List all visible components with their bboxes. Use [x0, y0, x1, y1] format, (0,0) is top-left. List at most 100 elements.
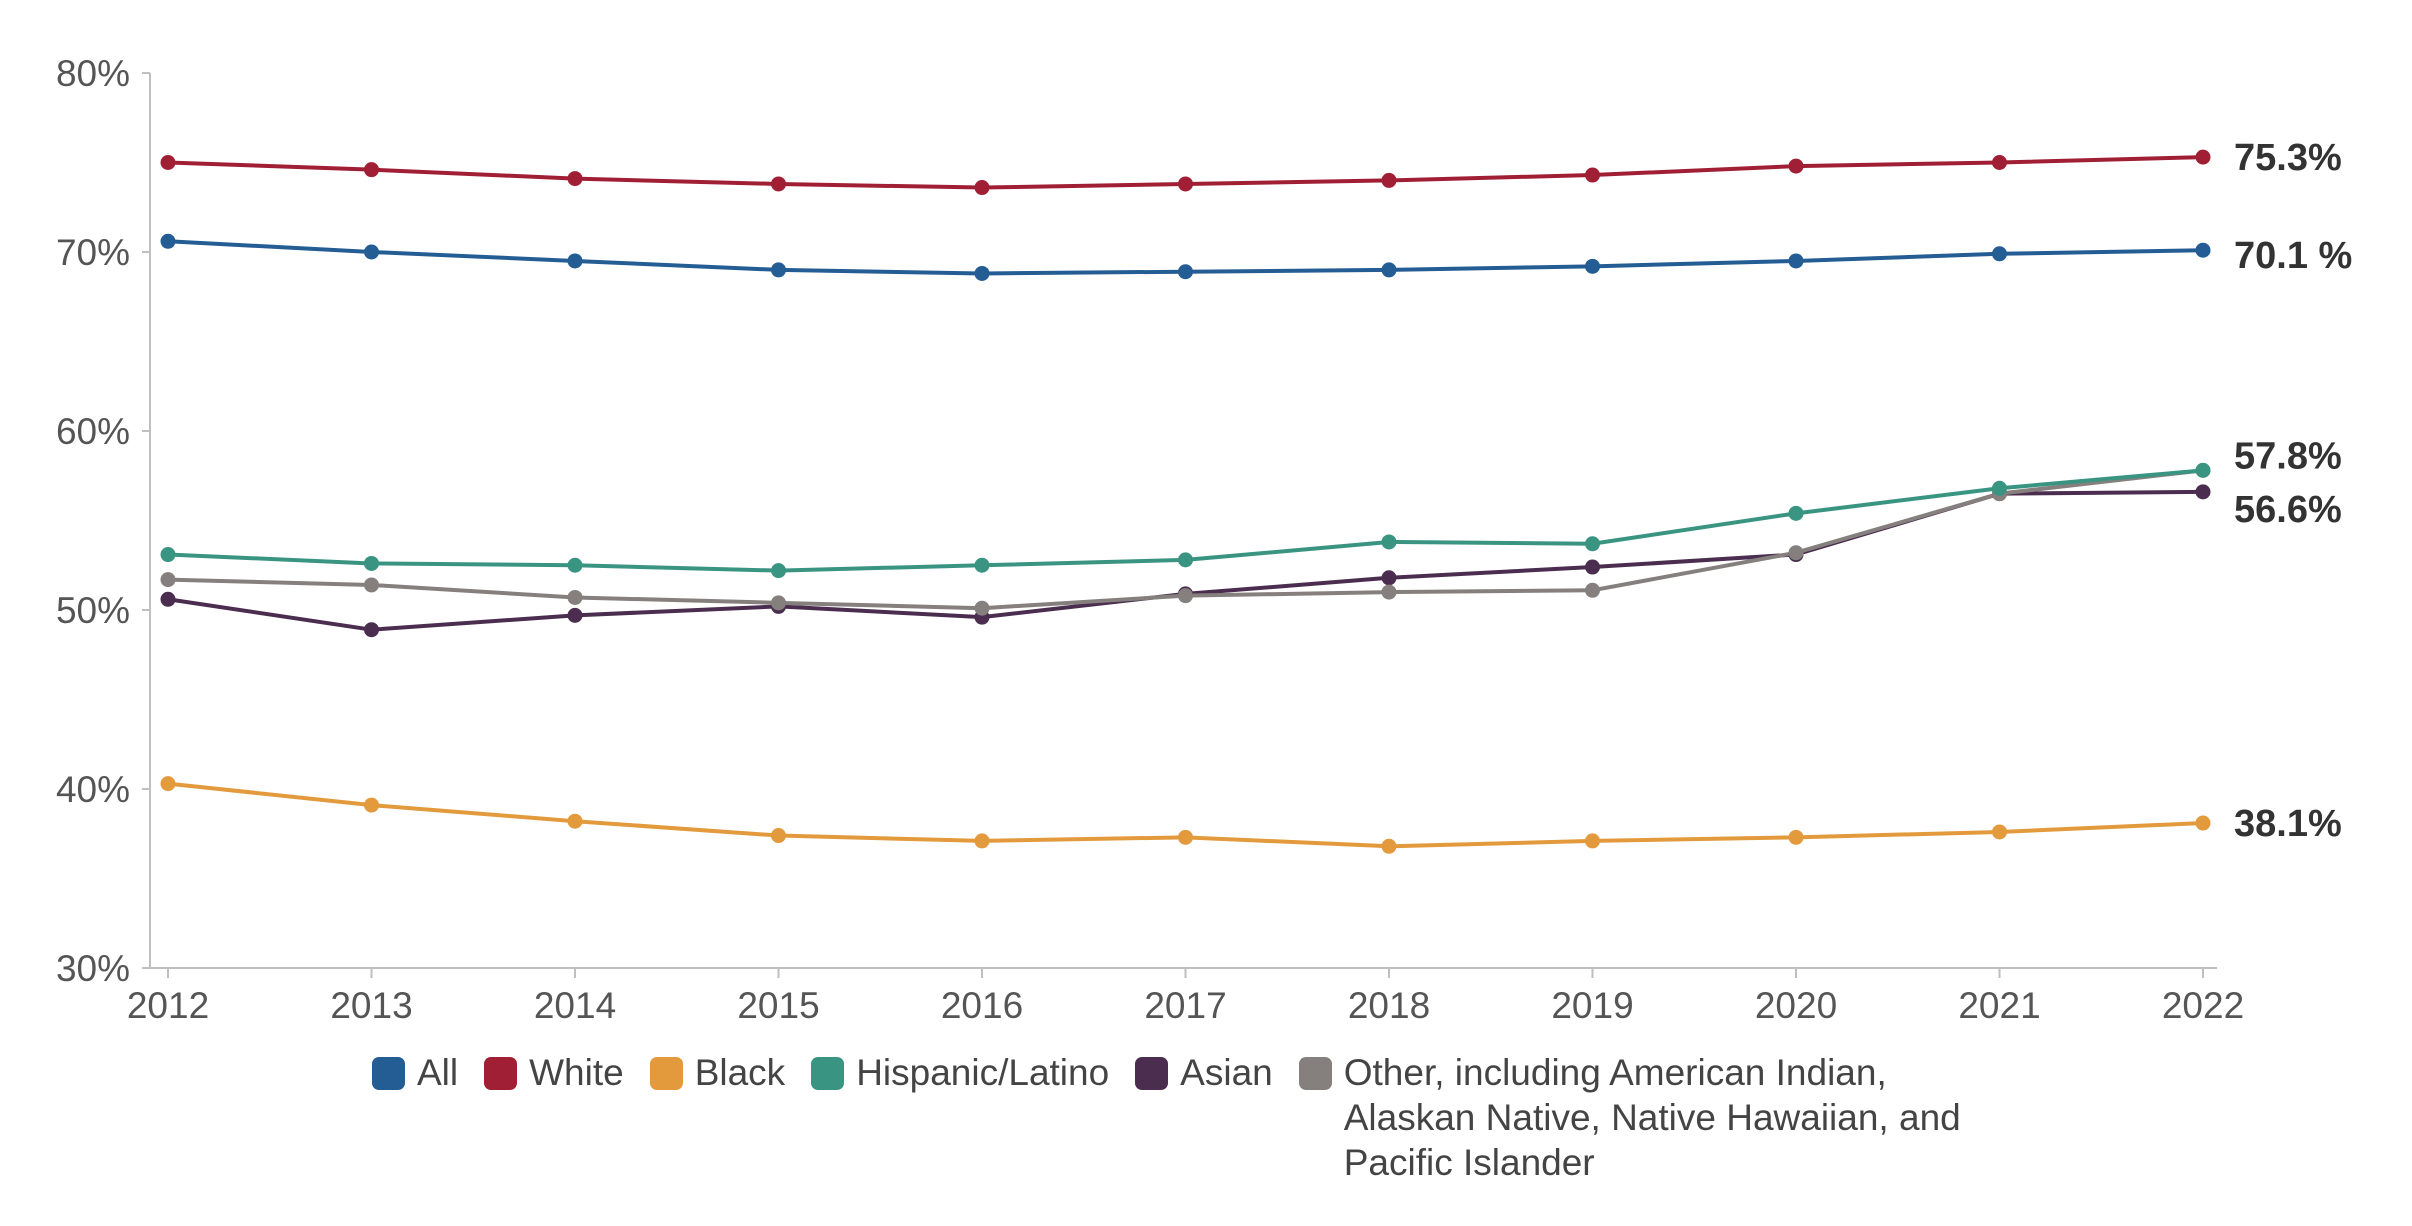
data-point-black	[1381, 838, 1397, 854]
data-point-white	[974, 180, 990, 196]
legend-swatch	[484, 1057, 518, 1090]
data-point-other	[160, 572, 176, 588]
data-point-black	[2195, 815, 2211, 831]
data-point-asian	[567, 607, 583, 623]
data-point-asian	[2195, 484, 2211, 500]
data-point-black	[974, 833, 990, 849]
data-point-hispanic-latino	[160, 547, 176, 563]
data-point-asian	[1381, 570, 1397, 586]
end-value-label: 56.6%	[2234, 489, 2342, 531]
x-tick-label: 2013	[330, 985, 412, 1026]
axes: 30% 40% 50% 60% 70% 80% 2012 2013 2014 2015 2016 20…	[56, 53, 2244, 1026]
data-point-all	[1992, 246, 2007, 262]
x-tick-label: 2012	[127, 985, 209, 1026]
data-point-other	[1381, 584, 1397, 600]
data-point-hispanic-latino	[2195, 462, 2211, 478]
legend-label: Asian	[1180, 1052, 1273, 1093]
data-point-white	[364, 162, 379, 178]
data-point-white	[1992, 155, 2007, 170]
data-point-all	[2195, 242, 2211, 258]
legend-label: White	[529, 1052, 624, 1093]
data-point-black	[567, 813, 583, 829]
data-point-all	[364, 244, 379, 260]
legend-swatch	[372, 1057, 405, 1090]
x-tick-label: 2015	[737, 985, 819, 1026]
legend-item: Asian	[1135, 1050, 1273, 1095]
legend-item: Black	[649, 1050, 786, 1095]
data-point-all	[771, 262, 786, 278]
series-points	[160, 149, 2211, 854]
legend-label: Hispanic/Latino	[856, 1052, 1110, 1093]
legend-swatch	[811, 1057, 845, 1090]
data-point-black	[160, 776, 176, 792]
data-point-other	[567, 589, 583, 605]
end-value-label: 70.1 %	[2234, 235, 2352, 277]
y-tick-label: 40%	[56, 769, 130, 810]
end-value-label: 38.1%	[2234, 803, 2342, 845]
data-point-white	[1585, 167, 1600, 183]
data-point-black	[1788, 829, 1804, 845]
data-point-other	[1178, 588, 1193, 604]
end-value-label: 75.3%	[2234, 137, 2342, 179]
data-point-white	[1381, 172, 1397, 188]
x-tick-label: 2020	[1755, 985, 1837, 1026]
data-point-hispanic-latino	[1178, 552, 1193, 568]
data-point-other	[1585, 582, 1600, 598]
y-tick-label: 50%	[56, 590, 130, 631]
data-point-black	[1178, 829, 1193, 845]
data-point-white	[2195, 149, 2211, 165]
data-point-asian	[364, 622, 379, 638]
legend-swatch	[649, 1057, 683, 1090]
legend-label: Other, including American Indian, Alaska…	[1343, 1052, 1961, 1183]
x-tick-label: 2016	[941, 985, 1023, 1026]
line-chart: 30% 40% 50% 60% 70% 80% 2012 2013 2014 2015 2016 20…	[56, 53, 2352, 1026]
y-tick-label: 70%	[56, 232, 130, 273]
data-point-all	[1178, 264, 1193, 280]
data-point-all	[1788, 253, 1804, 269]
data-point-white	[567, 171, 583, 187]
data-point-black	[364, 797, 379, 813]
x-tick-label: 2017	[1144, 985, 1226, 1026]
data-point-hispanic-latino	[567, 557, 583, 573]
data-point-other	[1788, 545, 1804, 561]
data-point-white	[1178, 176, 1193, 192]
y-tick-label: 30%	[56, 948, 130, 989]
data-point-asian	[160, 591, 176, 607]
x-tick-label: 2019	[1551, 985, 1633, 1026]
data-point-hispanic-latino	[974, 557, 990, 573]
x-tick-label: 2014	[534, 985, 616, 1026]
x-tick-label: 2021	[1958, 985, 2040, 1026]
legend-label: All	[417, 1052, 459, 1093]
data-point-black	[1992, 824, 2007, 840]
data-point-white	[1788, 158, 1804, 174]
data-point-black	[1585, 833, 1600, 849]
legend: All White Black Hispanic/Latino Asian Other, …	[372, 1050, 2010, 1185]
legend-item: All	[372, 1050, 458, 1095]
x-tick-label: 2018	[1348, 985, 1430, 1026]
x-tick-label: 2022	[2162, 985, 2244, 1026]
data-point-white	[160, 155, 176, 170]
data-point-hispanic-latino	[1585, 536, 1600, 552]
data-point-all	[974, 265, 990, 281]
data-point-hispanic-latino	[771, 563, 786, 579]
legend-swatch	[1135, 1057, 1169, 1090]
y-tick-label: 60%	[56, 411, 130, 452]
legend-label: Black	[694, 1052, 786, 1093]
data-point-all	[160, 233, 176, 249]
data-point-other	[771, 595, 786, 611]
y-tick-label: 80%	[56, 53, 130, 94]
end-value-label: 57.8%	[2234, 435, 2342, 477]
data-point-hispanic-latino	[364, 555, 379, 571]
legend-item: Hispanic/Latino	[811, 1050, 1109, 1095]
data-point-all	[1381, 262, 1397, 278]
end-labels: 70.1 % 75.3% 38.1% 57.8% 56.6%	[2234, 137, 2352, 845]
series-lines	[167, 155, 2204, 849]
data-point-black	[771, 828, 786, 844]
data-point-hispanic-latino	[1381, 534, 1397, 550]
legend-item: Other, including American Indian, Alaska…	[1298, 1050, 1984, 1185]
data-point-hispanic-latino	[1992, 480, 2007, 496]
data-point-asian	[1585, 559, 1600, 575]
data-point-hispanic-latino	[1788, 505, 1804, 521]
data-point-all	[567, 253, 583, 269]
data-point-white	[771, 176, 786, 192]
